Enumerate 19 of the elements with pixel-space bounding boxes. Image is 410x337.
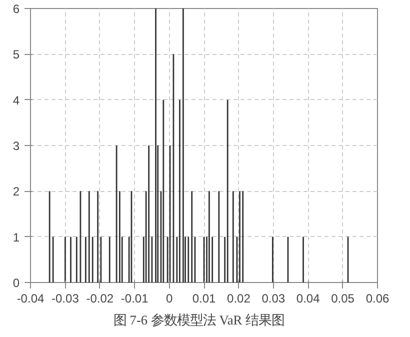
y-tick-label: 6 [12, 2, 20, 16]
caption: 图 7-6 参数模型法 VaR 结果图 [113, 312, 285, 328]
y-tick-label: 4 [12, 93, 20, 108]
y-tick-label: 1 [12, 230, 20, 244]
x-tick-label: -0.03 [52, 292, 80, 306]
y-tick-label: 3 [12, 139, 20, 153]
x-tick-label: 0.05 [331, 292, 355, 306]
x-tick-label: 0.02 [227, 292, 251, 306]
x-tick-label: 0.04 [296, 292, 320, 306]
x-tick-label: -0.01 [120, 292, 149, 306]
x-tick-label: 0.01 [192, 292, 216, 306]
x-tick-label: -0.04 [16, 292, 44, 306]
x-tick-label: 0 [166, 292, 173, 306]
x-tick-label: -0.02 [86, 292, 114, 306]
x-tick-label: 0.03 [262, 292, 286, 306]
y-tick-label: 0 [12, 276, 20, 290]
y-tick-label: 2 [12, 184, 20, 199]
x-tick-label: 0.06 [366, 292, 390, 306]
y-tick-label: 5 [12, 48, 20, 62]
